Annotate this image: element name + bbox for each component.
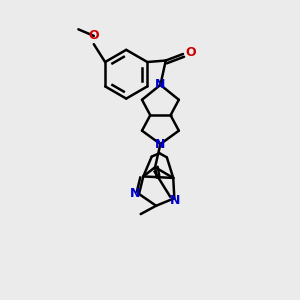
Text: N: N <box>155 78 166 92</box>
Text: N: N <box>155 138 166 151</box>
Text: N: N <box>130 188 141 200</box>
Text: N: N <box>170 194 180 207</box>
Text: O: O <box>88 29 99 42</box>
Text: O: O <box>185 46 196 59</box>
